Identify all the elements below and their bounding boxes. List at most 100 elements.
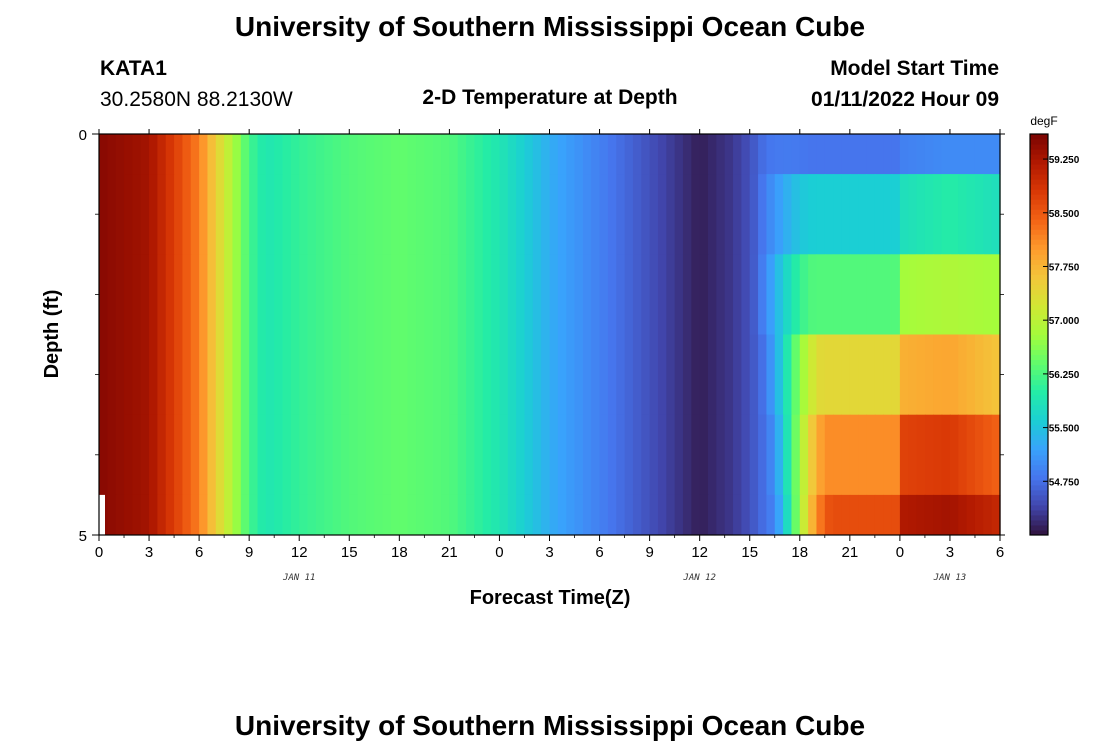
- heatmap-cell: [132, 414, 142, 496]
- heatmap-cell: [657, 174, 667, 255]
- heatmap-cell: [274, 334, 284, 416]
- heatmap-cell: [357, 494, 367, 536]
- heatmap-cell: [449, 494, 459, 536]
- heatmap-cell: [866, 334, 876, 416]
- heatmap-cell: [891, 334, 901, 416]
- heatmap-cell: [199, 134, 209, 175]
- heatmap-cell: [149, 254, 158, 335]
- heatmap-cell: [365, 414, 375, 496]
- heatmap-cell: [741, 334, 751, 416]
- heatmap-cell: [758, 494, 767, 536]
- heatmap-cell: [390, 334, 400, 416]
- heatmap-cell: [424, 494, 434, 536]
- heatmap-cell: [99, 134, 108, 175]
- heatmap-cell: [616, 494, 626, 536]
- heatmap-cell: [724, 174, 734, 255]
- heatmap-cell: [199, 334, 209, 416]
- colorbar-segment: [1030, 419, 1048, 426]
- heatmap-cell: [449, 174, 459, 255]
- chart-title: 2-D Temperature at Depth: [422, 86, 677, 109]
- heatmap-cell: [340, 334, 350, 416]
- heatmap-cell: [432, 254, 442, 335]
- heatmap-cell: [107, 334, 117, 416]
- heatmap-cell: [591, 174, 601, 255]
- heatmap-cell: [774, 334, 784, 416]
- heatmap-cell: [165, 414, 175, 496]
- heatmap-cell: [716, 414, 726, 496]
- heatmap-cell: [899, 414, 909, 496]
- heatmap-cell: [524, 414, 534, 496]
- heatmap-cell: [874, 334, 884, 416]
- heatmap-cell: [140, 134, 150, 175]
- heatmap-cell: [324, 174, 334, 255]
- colorbar-segment: [1030, 279, 1048, 285]
- heatmap-cell: [624, 254, 634, 335]
- x-tick-label: 12: [691, 544, 708, 561]
- heatmap-cells: [99, 134, 1001, 536]
- heatmap-cell: [265, 254, 275, 335]
- heatmap-cell: [274, 254, 284, 335]
- heatmap-cell: [441, 174, 450, 255]
- heatmap-cell: [708, 494, 717, 536]
- heatmap-cell: [282, 494, 292, 536]
- heatmap-cell: [482, 174, 492, 255]
- heatmap-cell: [499, 334, 509, 416]
- heatmap-cell: [682, 334, 692, 416]
- x-tick-label: 18: [791, 544, 808, 561]
- heatmap-cell: [382, 254, 392, 335]
- heatmap-cell: [340, 254, 350, 335]
- heatmap-cell: [149, 494, 158, 536]
- heatmap-cell: [824, 494, 834, 536]
- heatmap-cell: [908, 334, 918, 416]
- heatmap-cell: [149, 174, 158, 255]
- heatmap-cell: [299, 414, 309, 496]
- heatmap-cell: [582, 334, 592, 416]
- heatmap-cell: [432, 494, 442, 536]
- heatmap-cell: [274, 134, 284, 175]
- heatmap-cell: [766, 174, 776, 255]
- heatmap-cell: [657, 334, 667, 416]
- heatmap-cell: [507, 174, 517, 255]
- colorbar-frame: [1029, 133, 1049, 536]
- heatmap-cell: [532, 414, 542, 496]
- heatmap-cell: [215, 334, 225, 416]
- heatmap-cell: [557, 494, 567, 536]
- heatmap-cell: [399, 414, 409, 496]
- heatmap-cell: [749, 414, 759, 496]
- heatmap-cell: [215, 494, 225, 536]
- heatmap-cell: [641, 254, 651, 335]
- heatmap-cell: [974, 134, 984, 175]
- station-id: KATA1: [100, 57, 167, 80]
- heatmap-cell: [524, 134, 534, 175]
- heatmap-cell: [541, 174, 551, 255]
- heatmap-cell: [357, 174, 367, 255]
- heatmap-cell: [941, 134, 951, 175]
- heatmap-cell: [315, 334, 325, 416]
- heatmap-cell: [691, 134, 701, 175]
- heatmap-cell: [749, 174, 759, 255]
- heatmap-cell: [357, 334, 367, 416]
- heatmap-cell: [599, 334, 609, 416]
- heatmap-cell: [416, 254, 425, 335]
- colorbar-segment: [1030, 529, 1048, 536]
- heatmap-cell: [849, 134, 859, 175]
- x-tick-label: 21: [441, 544, 458, 561]
- heatmap-cell: [524, 494, 534, 536]
- heatmap-cell: [566, 334, 576, 416]
- heatmap-cell: [899, 334, 909, 416]
- heatmap-cell: [507, 334, 517, 416]
- heatmap-cell: [632, 334, 642, 416]
- axes: 0 3 6 9 12 15 18 21 0 3 6 9 12 15 18 21 0 3 6 JAN 11 JAN 12 J…: [79, 127, 1005, 583]
- heatmap-cell: [974, 174, 984, 255]
- footer-title: University of Southern Mississippi Ocean…: [235, 710, 865, 741]
- heatmap-cell: [908, 494, 918, 536]
- heatmap-cell: [557, 414, 567, 496]
- heatmap-cell: [916, 414, 926, 496]
- heatmap-cell: [699, 254, 709, 335]
- heatmap-cell: [599, 134, 609, 175]
- heatmap-cell: [674, 254, 684, 335]
- heatmap-cell: [365, 334, 375, 416]
- heatmap-cell: [574, 414, 584, 496]
- heatmap-cell: [274, 414, 284, 496]
- heatmap-cell: [908, 174, 918, 255]
